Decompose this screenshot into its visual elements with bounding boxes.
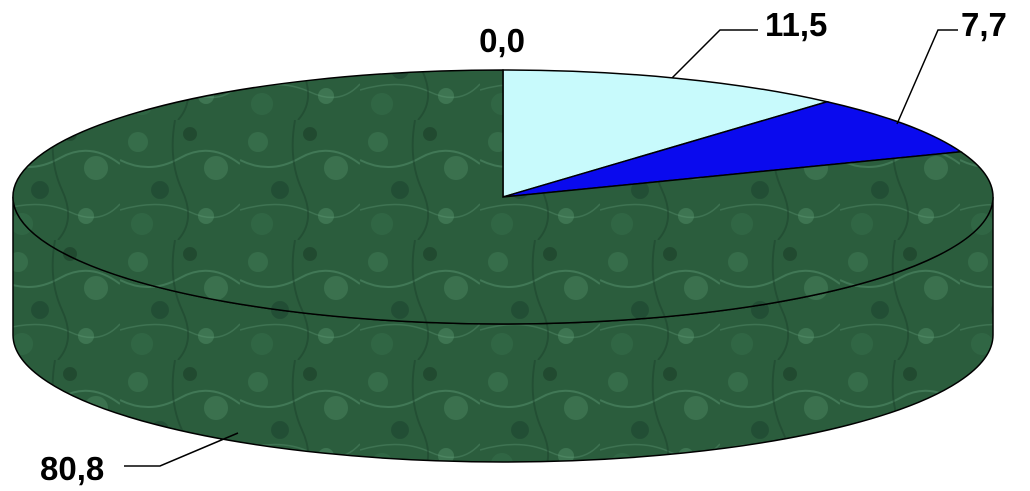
data-label-2: 7,7 (961, 6, 1007, 43)
data-label-0: 0,0 (479, 22, 525, 59)
leader-lines (124, 29, 958, 467)
data-label-3: 80,8 (40, 450, 104, 487)
pie-slice-3 (12, 69, 994, 325)
pie-top-slices (12, 69, 994, 325)
leader-line-2 (896, 29, 958, 125)
leader-line-3 (124, 432, 239, 467)
leader-line-1 (671, 29, 758, 79)
pie-slice-2 (502, 100, 963, 198)
pie-slice-1 (502, 69, 831, 199)
data-label-1: 11,5 (765, 6, 827, 43)
data-labels: 0,0 11,5 7,7 80,8 (40, 6, 1007, 487)
